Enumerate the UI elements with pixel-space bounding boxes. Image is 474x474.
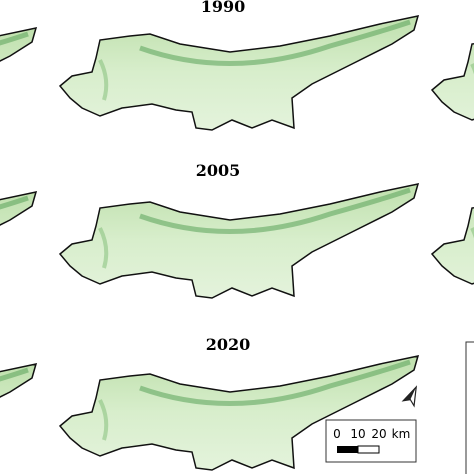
island-partial: [432, 184, 474, 298]
map-1990: 1990: [0, 0, 474, 142]
scale-segment: [357, 445, 380, 454]
island-partial: [0, 28, 36, 142]
island-partial: [0, 364, 36, 474]
scale-label: 10: [350, 427, 365, 441]
island-2005: [60, 184, 418, 298]
scale-segment: [337, 446, 358, 453]
island-1990: [60, 16, 418, 130]
north-arrow: [401, 385, 418, 408]
scale-label: 0: [333, 427, 341, 441]
scale-bar: 0 10 20 km: [325, 419, 417, 463]
map-2020: 2020: [0, 335, 418, 474]
year-label: 1990: [201, 0, 246, 16]
year-label: 2020: [206, 335, 251, 354]
legend-box: [465, 341, 474, 474]
island-partial: [432, 20, 474, 134]
island-partial: [0, 192, 36, 306]
scale-label: km: [392, 427, 411, 441]
map-2005: 2005: [0, 161, 474, 306]
scale-frame: [325, 419, 417, 463]
scale-label: 20: [371, 427, 386, 441]
year-label: 2005: [196, 161, 241, 180]
